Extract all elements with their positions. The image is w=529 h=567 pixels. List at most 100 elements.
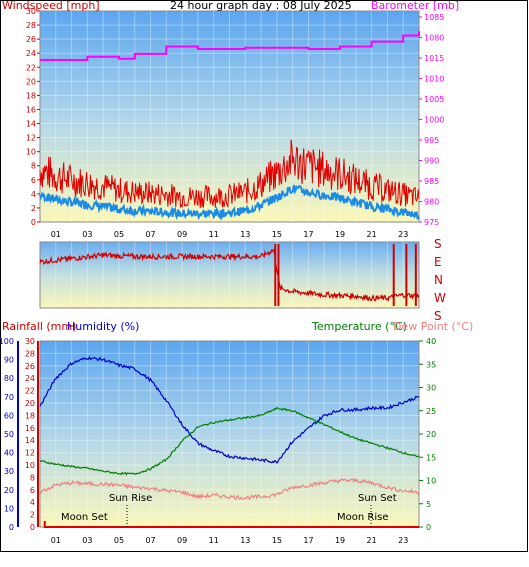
rainfall-line: [43, 521, 419, 528]
barometer-tick-label: 1015: [424, 54, 444, 63]
hour-tick-label: 11: [209, 230, 219, 239]
temperature-tick-label: 15: [426, 453, 436, 462]
humidity-tick-label: 20: [4, 486, 14, 495]
hour-tick-label: 19: [335, 230, 345, 239]
rainfall-tick-label: 28: [25, 349, 35, 358]
temperature-ticks: 40 35 30 25 20 15 10 5 0: [419, 337, 436, 532]
humidity-tick-label: 60: [4, 411, 14, 420]
wind-gust-line: [39, 139, 420, 209]
humidity-tick-label: 80: [4, 374, 14, 383]
moon-set-annotation: Moon Set: [61, 512, 108, 523]
windspeed-tick-label: 22: [26, 63, 36, 72]
hour-tick-label: 17: [303, 230, 313, 239]
humidity-tick-label: 70: [4, 393, 14, 402]
hour-tick-label: 11: [209, 536, 219, 545]
temperature-tick-label: 20: [426, 430, 436, 439]
barometer-tick-label: 975: [424, 218, 439, 227]
moon-rise-annotation: Moon Rise: [337, 512, 388, 523]
windspeed-tick-label: 12: [26, 134, 36, 143]
rainfall-tick-label: 14: [25, 436, 35, 445]
hour-tick-label: 01: [51, 230, 61, 239]
humidity-line: [39, 355, 420, 464]
temperature-tick-label: 10: [426, 477, 436, 486]
windspeed-tick-label: 4: [31, 190, 36, 199]
bottom-grid: [40, 341, 419, 527]
direction-grid: [55, 242, 404, 308]
barometer-tick-label: 985: [424, 177, 439, 186]
barometer-tick-label: 1080: [424, 34, 444, 43]
rainfall-tick-label: 26: [25, 362, 35, 371]
rainfall-tick-label: 6: [30, 486, 35, 495]
windspeed-tick-label: 10: [26, 148, 36, 157]
barometer-tick-label: 1010: [424, 75, 444, 84]
humidity-axis-label: Humidity (%): [67, 320, 139, 333]
windspeed-tick-label: 8: [31, 162, 36, 171]
windspeed-tick-label: 20: [26, 77, 36, 86]
humidity-tick-label: 90: [4, 356, 14, 365]
windspeed-tick-label: 2: [31, 204, 36, 213]
rainfall-tick-label: 20: [25, 399, 35, 408]
temperature-tick-label: 5: [426, 500, 431, 509]
top-chart-title: 24 hour graph day : 08 July 2025: [170, 0, 352, 12]
direction-label: E: [434, 255, 442, 269]
hour-tick-label: 07: [145, 230, 155, 239]
barometer-tick-label: 1085: [424, 13, 444, 22]
hour-tick-label: 03: [82, 536, 92, 545]
hour-tick-label: 05: [114, 230, 124, 239]
humidity-tick-label: 100: [0, 337, 14, 346]
humidity-tick-label: 30: [4, 467, 14, 476]
rainfall-tick-label: 24: [25, 374, 35, 383]
windspeed-tick-label: 30: [26, 7, 36, 16]
temperature-line: [39, 406, 420, 476]
direction-label: N: [434, 273, 443, 287]
barometer-tick-label: 1005: [424, 95, 444, 104]
dewpoint-axis-label: Dew Point (°C): [393, 320, 473, 333]
direction-label: W: [434, 291, 446, 305]
windspeed-tick-label: 26: [26, 35, 36, 44]
barometer-axis-label: Barometer [mb]: [371, 0, 459, 12]
hour-tick-label: 17: [303, 536, 313, 545]
hour-tick-label: 15: [272, 230, 282, 239]
barometer-tick-label: 980: [424, 198, 439, 207]
hour-tick-label: 23: [398, 230, 408, 239]
direction-label: S: [434, 237, 442, 251]
top-series: [39, 31, 420, 221]
hour-tick-label: 01: [51, 536, 61, 545]
hour-tick-label: 05: [114, 536, 124, 545]
hour-tick-label: 13: [240, 536, 250, 545]
hour-tick-label: 19: [335, 536, 345, 545]
sun-set-annotation: Sun Set: [358, 493, 397, 504]
temperature-tick-label: 35: [426, 360, 436, 369]
hour-tick-label: 15: [272, 536, 282, 545]
hour-tick-label: 21: [367, 230, 377, 239]
rainfall-tick-label: 18: [25, 411, 35, 420]
hour-tick-label: 09: [177, 230, 187, 239]
windspeed-tick-label: 28: [26, 21, 36, 30]
hour-tick-label: 03: [82, 230, 92, 239]
barometer-tick-label: 990: [424, 157, 439, 166]
temperature-tick-label: 30: [426, 384, 436, 393]
barometer-ticks: 1085 1080 1015 1010 1005 1000 995 990 985 980 975: [419, 13, 444, 227]
humidity-tick-label: 50: [4, 430, 14, 439]
temperature-tick-label: 25: [426, 407, 436, 416]
humidity-tick-label: 0: [9, 523, 14, 532]
dewpoint-line: [39, 477, 420, 501]
windspeed-axis-label: Windspeed [mph]: [2, 0, 100, 12]
hour-tick-label: 13: [240, 230, 250, 239]
rainfall-tick-label: 30: [25, 337, 35, 346]
temperature-tick-label: 0: [426, 523, 431, 532]
sun-rise-annotation: Sun Rise: [109, 493, 152, 504]
humidity-tick-label: 40: [4, 449, 14, 458]
barometer-line: [40, 31, 420, 61]
wind-average-line: [39, 184, 420, 221]
bottom-series: [39, 355, 420, 528]
rainfall-tick-label: 16: [25, 424, 35, 433]
rainfall-tick-label: 10: [25, 461, 35, 470]
bottom-plot-area: [39, 340, 420, 528]
windspeed-tick-label: 0: [31, 218, 36, 227]
